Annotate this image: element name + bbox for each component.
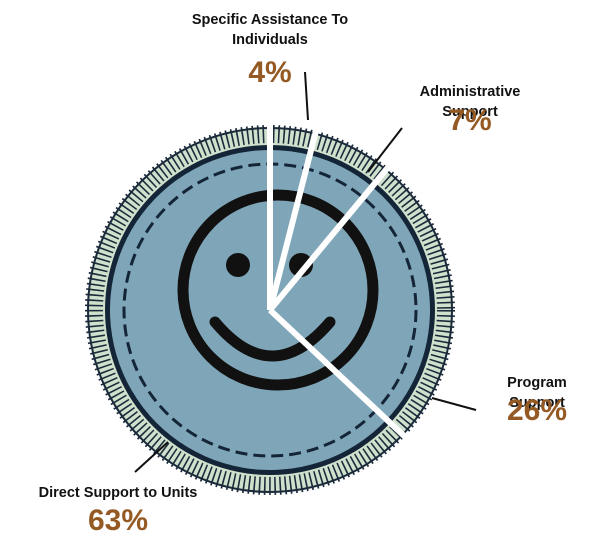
leader-line (431, 397, 477, 411)
slice-separator (267, 125, 321, 311)
smiley-face (177, 189, 379, 391)
smiley-mouth (209, 316, 336, 362)
slice-label: Direct Support to Units (38, 485, 198, 501)
leader-line (304, 71, 309, 121)
slice (270, 186, 430, 420)
leader-line (367, 127, 403, 173)
slice-separator (267, 307, 411, 443)
slice-separator (267, 161, 394, 312)
value-label: 4% (248, 56, 292, 89)
smiley-eye (289, 253, 313, 277)
smiley (177, 189, 379, 391)
slice-label: Specific Assistance To Individuals (191, 12, 349, 48)
value-label: 26% (506, 394, 568, 427)
smiley-eye (226, 253, 250, 277)
slice-label: Program Support (507, 375, 567, 411)
rope-texture (85, 125, 455, 495)
value-label: 63% (87, 504, 149, 537)
leader-line (134, 441, 169, 473)
slice (109, 150, 387, 470)
slice-label: Administrative Support (419, 84, 521, 120)
value-label: 7% (448, 104, 492, 137)
